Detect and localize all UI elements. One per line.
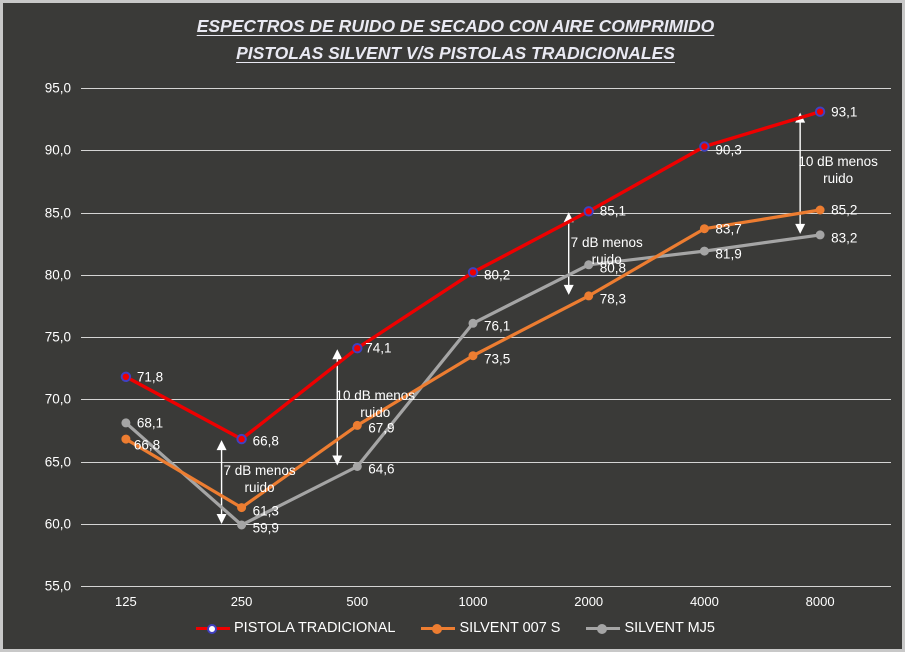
annotation-line-2: ruido (823, 171, 854, 187)
y-axis-tick-label: 85,0 (44, 205, 71, 220)
x-axis-tick-label: 8000 (805, 594, 835, 609)
series-marker (584, 260, 594, 270)
series-marker (468, 351, 478, 361)
y-axis-tick-label: 60,0 (44, 516, 71, 532)
annotation-arrow-head-down (795, 223, 806, 234)
series-marker (352, 462, 362, 471)
annotation-line-2: ruido (244, 480, 275, 496)
gridline (81, 399, 891, 401)
annotation-label: 7 dB menos ruido (224, 462, 296, 496)
data-point-label: 68,1 (136, 415, 164, 431)
series-marker (237, 503, 247, 513)
series-marker (468, 318, 478, 328)
legend-marker-icon (421, 621, 456, 635)
series-marker (815, 230, 825, 240)
gridline (81, 274, 891, 276)
series-marker (121, 418, 131, 428)
data-point-label: 80,2 (484, 267, 511, 283)
annotation-line-2: ruido (591, 251, 622, 267)
series-marker (237, 520, 247, 530)
annotation-label: 10 dB menos ruido (798, 153, 878, 187)
y-axis-tick-label: 55,0 (44, 578, 71, 594)
series-marker (699, 224, 709, 234)
data-point-label: 73,5 (484, 351, 511, 367)
legend-item[interactable]: SILVENT 007 S (421, 620, 560, 636)
data-point-label: 59,9 (252, 520, 279, 536)
annotation-label: 10 dB menos ruido (336, 387, 416, 421)
annotation-label: 7 dB menos ruido (571, 234, 643, 268)
annotation-line-1: 7 dB menos (570, 234, 643, 250)
series-marker (815, 205, 825, 215)
series-marker (352, 420, 362, 430)
data-point-label: 67,9 (368, 420, 395, 436)
legend-label: PISTOLA TRADICIONAL (234, 620, 396, 636)
data-point-label: 80,8 (599, 260, 626, 276)
series-marker (352, 343, 363, 354)
data-point-label: 85,1 (599, 203, 626, 219)
annotation-arrow-head-up (332, 349, 343, 360)
data-point-label: 66,8 (252, 433, 279, 449)
gridline (81, 523, 891, 525)
gridline (81, 212, 891, 214)
data-point-label: 64,6 (368, 461, 395, 477)
gridline (81, 150, 891, 152)
legend-label: SILVENT MJ5 (624, 620, 715, 636)
series-layer (120, 106, 826, 530)
legend-item[interactable]: SILVENT MJ5 (586, 620, 715, 636)
x-axis-tick-label: 2000 (574, 594, 604, 609)
series-marker (120, 371, 132, 382)
data-point-label: 85,2 (831, 202, 858, 218)
series-marker (814, 106, 826, 117)
series-marker (584, 291, 594, 301)
data-point-label: 83,2 (831, 230, 858, 246)
chart-legend: PISTOLA TRADICIONAL SILVENT 007 S SILVENT … (3, 620, 902, 636)
series-marker (121, 434, 131, 444)
y-axis-tick-label: 80,0 (44, 267, 71, 283)
y-axis-tick-label: 75,0 (44, 329, 71, 345)
data-point-label: 74,1 (365, 340, 392, 356)
legend-marker-icon (586, 621, 621, 635)
data-point-label: 81,9 (715, 246, 742, 262)
x-axis-tick-label: 250 (230, 594, 253, 609)
y-axis-tick-label: 70,0 (44, 391, 71, 407)
data-point-label: 93,1 (831, 104, 858, 120)
annotation-line-1: 10 dB menos (798, 154, 878, 170)
annotation-line-2: ruido (360, 405, 391, 421)
gridline (81, 461, 891, 463)
series-marker (699, 141, 710, 152)
data-point-label: 90,3 (715, 142, 742, 157)
gridline (81, 586, 891, 587)
data-point-label: 71,8 (136, 369, 164, 385)
annotation-arrow-head-down (332, 455, 343, 466)
annotation-arrow-head-down (563, 284, 574, 295)
annotation-arrow-head-down (216, 513, 227, 524)
annotation-arrow-head-up (216, 440, 227, 451)
x-axis-tick-label: 4000 (689, 594, 719, 609)
gridline (81, 337, 891, 338)
data-point-label: 83,7 (715, 221, 742, 237)
y-axis-tick-label: 95,0 (44, 80, 71, 96)
series-marker (699, 246, 709, 256)
legend-item[interactable]: PISTOLA TRADICIONAL (196, 620, 395, 636)
series-markers (120, 106, 826, 530)
gridline (81, 88, 891, 89)
data-point-label: 66,8 (133, 437, 161, 453)
legend-marker-icon (196, 621, 230, 635)
y-axis-tick-label: 90,0 (44, 142, 71, 158)
series-marker (236, 433, 247, 445)
x-axis-tick-label: 500 (346, 594, 369, 609)
annotation-line-1: 10 dB menos (335, 388, 416, 404)
legend-label: SILVENT 007 S (459, 620, 561, 636)
x-axis-tick-label: 1000 (458, 594, 488, 609)
series-marker (583, 206, 594, 217)
annotation-line-1: 7 dB menos (223, 463, 296, 479)
x-axis-tick-label: 125 (114, 594, 137, 609)
y-axis-tick-label: 65,0 (44, 454, 71, 469)
data-point-label: 78,3 (599, 291, 626, 307)
data-point-label: 76,1 (484, 318, 511, 334)
data-point-label: 61,3 (252, 503, 279, 519)
series-marker (467, 267, 479, 278)
